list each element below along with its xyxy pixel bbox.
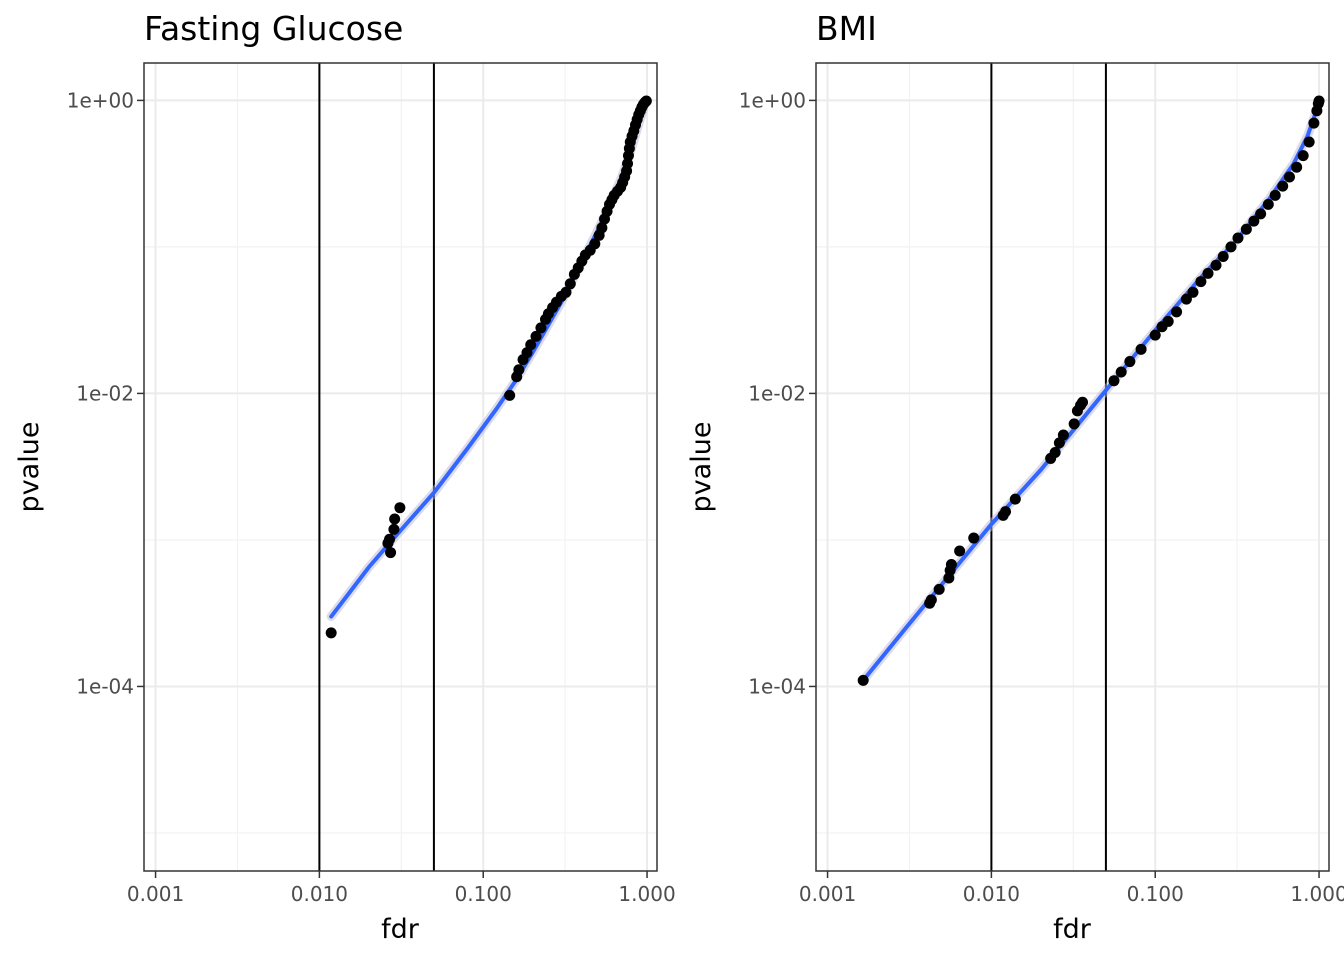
- data-point: [1180, 293, 1192, 305]
- data-point: [1313, 95, 1325, 107]
- y-axis-title: pvalue: [686, 422, 717, 513]
- fit-curve: [861, 101, 1322, 683]
- data-point: [535, 322, 547, 334]
- x-tick-label: 0.100: [455, 882, 512, 906]
- x-axis-ticks: 0.001 0.010 0.100 1.000: [799, 871, 1344, 906]
- y-tick-label: 1e-02: [748, 381, 806, 405]
- grid: [816, 63, 1329, 871]
- data-point: [504, 389, 516, 401]
- x-tick-label: 0.100: [1127, 882, 1184, 906]
- data-point: [1277, 180, 1289, 192]
- y-axis-ticks: 1e-04 1e-02 1e+00: [67, 88, 144, 698]
- data-point: [564, 278, 576, 290]
- data-point: [640, 95, 652, 107]
- x-tick-label: 0.010: [963, 882, 1020, 906]
- panel-title: Fasting Glucose: [144, 9, 403, 48]
- panel-title: BMI: [816, 9, 877, 48]
- x-axis-title: fdr: [1053, 914, 1092, 945]
- data-point: [954, 545, 966, 557]
- y-tick-label: 1e-02: [76, 381, 134, 405]
- data-point: [1202, 267, 1214, 279]
- data-point: [325, 627, 337, 639]
- data-point: [1255, 208, 1267, 220]
- data-point: [1269, 189, 1281, 201]
- data-point: [1303, 136, 1315, 148]
- y-axis-title: pvalue: [14, 422, 45, 513]
- data-point: [1210, 259, 1222, 271]
- data-point: [1162, 315, 1174, 327]
- x-tick-label: 1.000: [1290, 882, 1344, 906]
- data-point: [1135, 343, 1147, 355]
- data-point: [589, 238, 601, 250]
- y-tick-label: 1e+00: [739, 88, 806, 112]
- data-points: [325, 95, 652, 639]
- y-axis-ticks: 1e-04 1e-02 1e+00: [739, 88, 816, 698]
- data-point: [388, 523, 400, 535]
- x-tick-label: 1.000: [618, 882, 675, 906]
- data-point: [945, 558, 957, 570]
- data-point: [857, 674, 869, 686]
- x-tick-label: 0.001: [127, 882, 184, 906]
- data-point: [560, 286, 572, 298]
- y-tick-label: 1e-04: [76, 674, 134, 698]
- panel-border: [815, 62, 1330, 872]
- threshold-lines: [990, 63, 1107, 871]
- data-point: [525, 339, 537, 351]
- x-axis-ticks: 0.001 0.010 0.100 1.000: [127, 871, 676, 906]
- data-point: [1077, 396, 1089, 408]
- data-point: [1009, 493, 1021, 505]
- data-point: [1308, 117, 1320, 129]
- fit-line: [858, 98, 1324, 685]
- y-tick-label: 1e-04: [748, 674, 806, 698]
- data-point: [1115, 366, 1127, 378]
- grid: [144, 63, 657, 871]
- data-point: [925, 594, 937, 606]
- data-point: [1232, 232, 1244, 244]
- data-point: [1248, 215, 1260, 227]
- y-tick-label: 1e+00: [67, 88, 134, 112]
- panel-fasting-glucose: Fasting Glucose 0.001 0.010 0.100 1.000 1e-…: [14, 9, 676, 945]
- data-point: [1149, 329, 1161, 341]
- data-point: [622, 158, 634, 170]
- data-point: [1108, 375, 1120, 387]
- data-point: [968, 532, 980, 544]
- data-point: [1262, 198, 1274, 210]
- data-point: [1217, 251, 1229, 263]
- data-point: [385, 547, 397, 559]
- data-point: [384, 533, 396, 545]
- panel-bmi: BMI 0.001 0.010 0.100 1.000 1e-04 1e-02 1e+00…: [686, 9, 1344, 945]
- data-point: [389, 513, 401, 525]
- data-point: [1187, 286, 1199, 298]
- data-point: [1171, 306, 1183, 318]
- data-point: [1124, 356, 1136, 368]
- data-point: [596, 222, 608, 234]
- data-point: [1240, 223, 1252, 235]
- data-point: [1000, 506, 1012, 518]
- fit-group: [858, 98, 1324, 685]
- threshold-lines: [318, 63, 435, 871]
- data-point: [1049, 447, 1061, 459]
- data-point: [933, 583, 945, 595]
- x-axis-title: fdr: [381, 914, 420, 945]
- data-point: [1283, 171, 1295, 183]
- data-point: [1195, 276, 1207, 288]
- panel-border: [143, 62, 658, 872]
- x-tick-label: 0.001: [799, 882, 856, 906]
- data-points: [857, 95, 1325, 686]
- data-point: [394, 502, 406, 514]
- data-point: [1057, 429, 1069, 441]
- data-point: [1291, 161, 1303, 173]
- x-tick-label: 0.010: [291, 882, 348, 906]
- data-point: [513, 364, 525, 376]
- data-point: [1297, 150, 1309, 162]
- data-point: [1068, 418, 1080, 430]
- data-point: [530, 330, 542, 342]
- data-point: [1225, 241, 1237, 253]
